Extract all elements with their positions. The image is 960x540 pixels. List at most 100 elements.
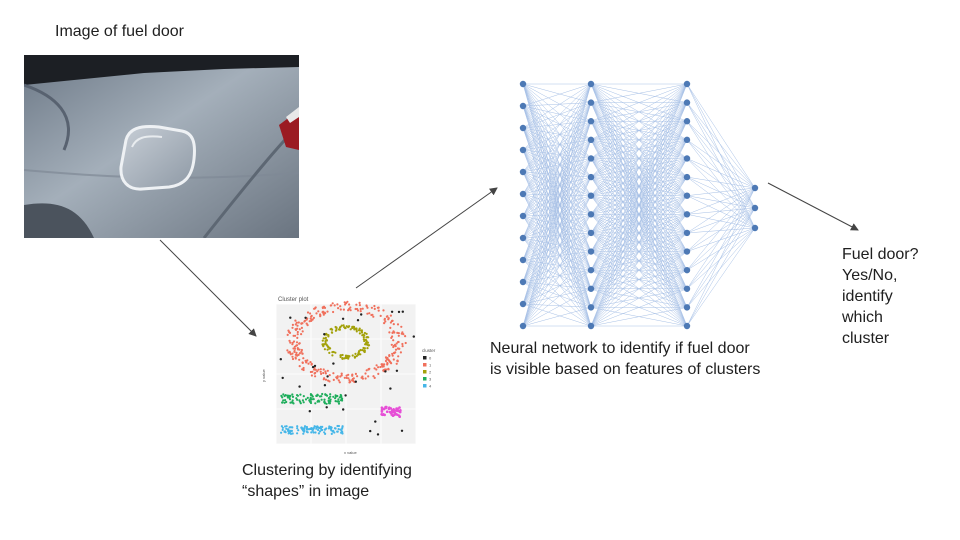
network-edge	[522, 158, 592, 261]
cluster-legend-title: cluster	[422, 348, 436, 353]
cluster-point	[310, 427, 313, 430]
cluster-point	[397, 310, 401, 314]
network-edge	[590, 269, 688, 327]
network-edge	[686, 139, 756, 209]
cluster-point	[308, 320, 311, 323]
cluster-point	[358, 301, 361, 304]
cluster-point	[298, 358, 301, 361]
cluster-point	[365, 332, 368, 335]
network-edge	[522, 176, 592, 283]
network-edge	[522, 102, 592, 327]
network-edge	[522, 139, 592, 173]
cluster-xlabel: x value	[344, 450, 357, 455]
cluster-point	[314, 368, 317, 371]
cluster-point	[323, 333, 326, 336]
cluster-point	[376, 433, 380, 436]
network-node-layer-3	[751, 204, 759, 212]
cluster-point	[394, 348, 398, 351]
cluster-point	[397, 355, 400, 358]
cluster-point	[291, 355, 294, 358]
cluster-point	[311, 429, 314, 432]
cluster-point	[412, 335, 415, 338]
network-edge	[522, 149, 592, 308]
cluster-point	[324, 428, 327, 431]
cluster-point	[337, 398, 340, 401]
cluster-point	[291, 326, 294, 329]
cluster-point	[383, 407, 386, 411]
cluster-point	[332, 429, 335, 432]
cluster-point	[345, 325, 348, 328]
cluster-point	[341, 317, 345, 320]
network-edge	[522, 269, 592, 327]
network-edge	[522, 83, 592, 234]
cluster-point	[314, 402, 317, 405]
network-edge	[686, 187, 756, 271]
cluster-point	[321, 306, 324, 309]
network-edge	[590, 195, 688, 327]
cluster-point	[289, 353, 292, 356]
cluster-point	[334, 395, 338, 398]
network-edge	[522, 121, 592, 305]
network-node-layer-0	[519, 256, 527, 264]
cluster-point	[330, 432, 333, 435]
cluster-point	[281, 376, 284, 380]
cluster-point	[332, 362, 335, 365]
cluster-point	[308, 399, 311, 402]
network-edge	[590, 232, 688, 327]
cluster-point	[351, 373, 354, 376]
network-edge	[686, 158, 756, 189]
cluster-point	[304, 316, 307, 319]
network-edge	[686, 207, 756, 308]
network-edge	[686, 207, 756, 327]
network-node-layer-2	[683, 322, 691, 330]
cluster-point	[365, 336, 368, 339]
cluster-point	[280, 394, 283, 397]
cluster-point	[373, 376, 376, 379]
cluster-point	[349, 309, 352, 312]
network-edge	[522, 83, 592, 305]
cluster-point	[291, 399, 294, 402]
cluster-point	[341, 353, 344, 357]
legend-swatch	[423, 370, 427, 374]
network-edge	[522, 102, 592, 261]
cluster-point	[385, 410, 389, 413]
cluster-point	[329, 395, 332, 398]
photo-title: Image of fuel door	[55, 23, 184, 40]
cluster-point	[401, 345, 404, 348]
cluster-point	[279, 358, 282, 361]
cluster-point	[365, 340, 368, 343]
cluster-point	[333, 431, 336, 434]
network-node-layer-0	[519, 80, 527, 88]
network-edge	[590, 83, 688, 215]
cluster-point	[306, 311, 310, 314]
cluster-point	[313, 372, 316, 375]
network-edge	[686, 207, 756, 215]
cluster-point	[309, 312, 312, 315]
legend-label: 0	[429, 356, 432, 361]
network-edge	[522, 158, 592, 195]
cluster-point	[316, 370, 319, 373]
cluster-point	[343, 376, 346, 379]
cluster-point	[389, 314, 392, 317]
cluster-point	[332, 350, 335, 354]
cluster-point	[283, 430, 286, 433]
cluster-point	[299, 402, 302, 405]
cluster-point	[323, 348, 326, 351]
cluster-point	[298, 399, 301, 402]
network-edge	[590, 251, 688, 327]
cluster-point	[354, 372, 357, 375]
network-edge	[522, 127, 592, 141]
cluster-point	[312, 431, 315, 434]
cluster-point	[317, 310, 320, 313]
cluster-point	[334, 351, 337, 354]
cluster-point	[322, 368, 325, 371]
cluster-point	[395, 342, 398, 345]
network-node-layer-3	[751, 224, 759, 232]
cluster-point	[323, 401, 326, 404]
cluster-point	[335, 328, 338, 332]
cluster-point	[296, 427, 299, 430]
network-edge	[686, 176, 756, 229]
network-edge	[522, 105, 592, 178]
cluster-point	[314, 375, 317, 378]
cluster-point	[389, 387, 392, 390]
